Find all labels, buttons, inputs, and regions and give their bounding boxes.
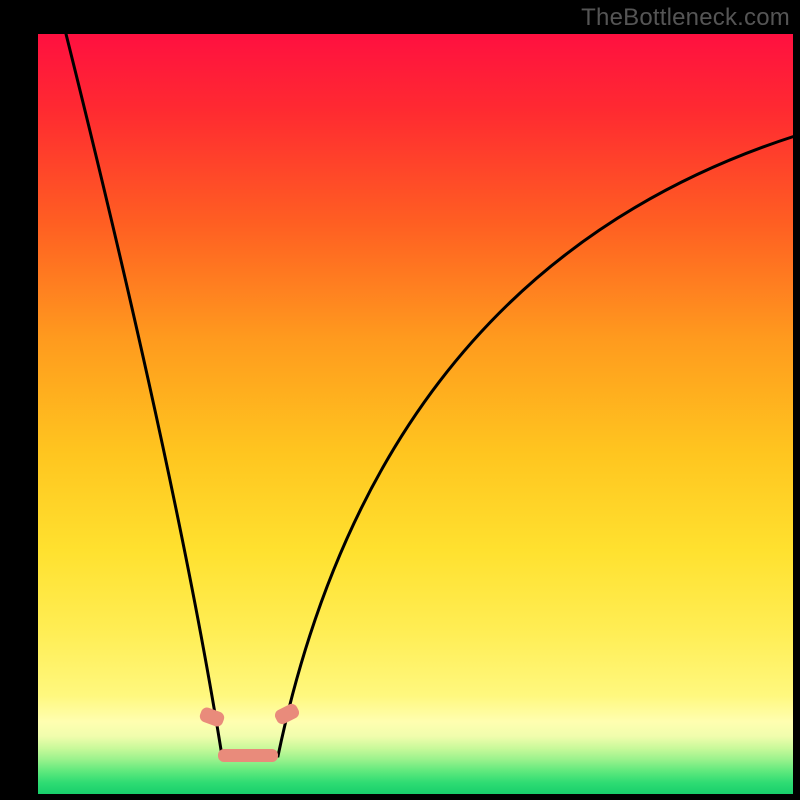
bottleneck-chart: [0, 0, 800, 800]
marker-floor: [218, 749, 278, 762]
watermark-text: TheBottleneck.com: [581, 4, 790, 32]
figure-root: TheBottleneck.com: [0, 0, 800, 800]
